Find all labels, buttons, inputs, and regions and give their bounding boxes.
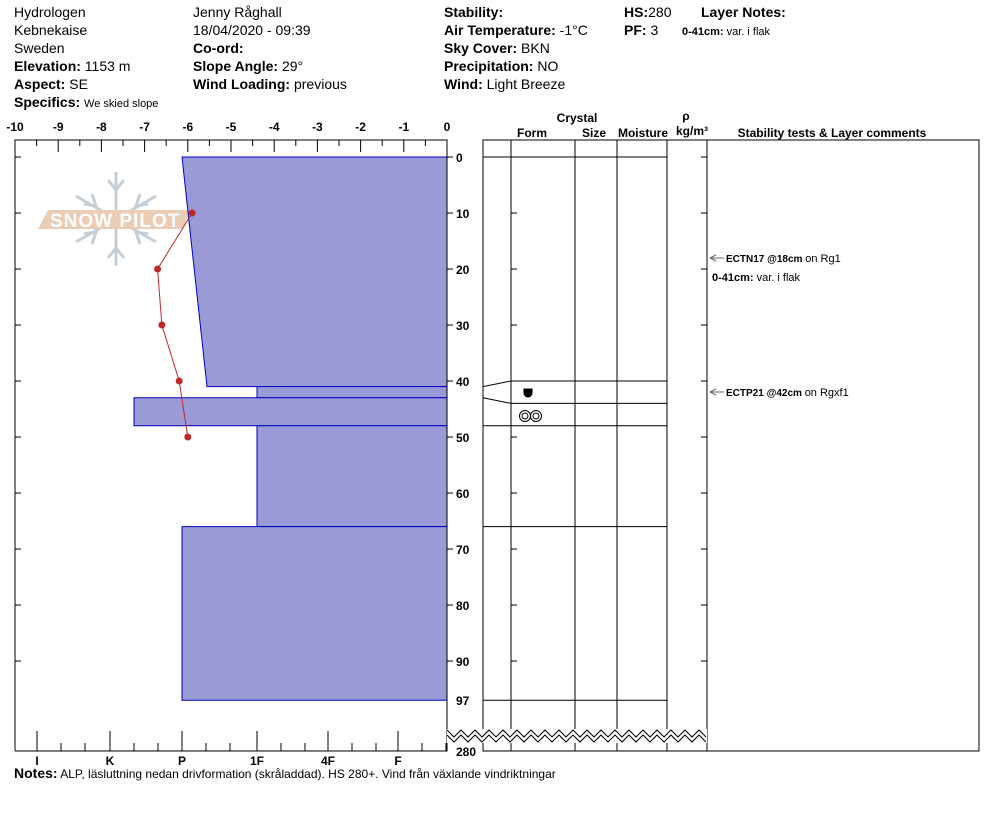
layer-connector-line bbox=[482, 397, 512, 404]
temperature-tick-label: -5 bbox=[226, 120, 237, 134]
hardness-tick-label: F bbox=[394, 754, 401, 768]
hardness-layer-bar bbox=[133, 397, 448, 427]
arrow-icon bbox=[709, 254, 724, 262]
grain-circle bbox=[530, 410, 542, 422]
grain-shape bbox=[523, 388, 533, 398]
location: Kebnekaise bbox=[14, 22, 87, 38]
hardness-layer-bar bbox=[181, 526, 448, 701]
snowpilot-logo: SNOW PILOT bbox=[38, 172, 190, 266]
temperature-tick-label: -9 bbox=[53, 120, 64, 134]
temperature-point bbox=[154, 265, 162, 273]
temperature-hardness-plot: -10 -9 -8 -7 -6 -5 -4 -3 -2 -1 0I K P 1F 4F F0102030405… bbox=[6, 120, 476, 768]
stability-comment: ECTN17 @18cm on Rg1 bbox=[709, 253, 841, 265]
axis-break-zigzag bbox=[446, 734, 707, 743]
grain-circle bbox=[519, 410, 531, 422]
wind-loading: Wind Loading: previous bbox=[193, 76, 347, 92]
elevation: Elevation: 1153 m bbox=[14, 58, 130, 74]
temperature-tick-label: -8 bbox=[96, 120, 107, 134]
slope-angle: Slope Angle: 29° bbox=[193, 58, 303, 74]
layer-connector-line bbox=[482, 380, 512, 388]
specifics: Specifics: We skied slope bbox=[14, 94, 158, 110]
grain-circle bbox=[532, 412, 540, 420]
hardness-layer-bar bbox=[256, 386, 448, 399]
header-density-unit: kg/m³ bbox=[676, 124, 708, 138]
header-crystal: Crystal bbox=[557, 111, 598, 125]
temperature-point bbox=[188, 209, 196, 217]
temperature-tick-label: -4 bbox=[269, 120, 280, 134]
svg-text:ECTP21 @42cm on Rgxf1: ECTP21 @42cm on Rgxf1 bbox=[726, 387, 849, 399]
wind: Wind: Light Breeze bbox=[444, 76, 565, 92]
coord-label: Co-ord: bbox=[193, 40, 244, 56]
header-size: Size bbox=[582, 126, 606, 140]
layer-comment: 0-41cm: var. i flak bbox=[712, 272, 801, 284]
arrow-icon bbox=[709, 388, 724, 396]
header-stability-comments: Stability tests & Layer comments bbox=[738, 126, 927, 140]
depth-bottom-label: 280 bbox=[456, 745, 476, 759]
notes: Notes: ALP, läsluttning nedan drivformat… bbox=[14, 765, 556, 781]
temperature-tick-label: -3 bbox=[312, 120, 323, 134]
layer-notes-label: Layer Notes: bbox=[701, 4, 786, 20]
temperature-tick-label: -2 bbox=[355, 120, 366, 134]
hardness-tick-label: K bbox=[106, 754, 115, 768]
layer-note: 0-41cm: var. i flak bbox=[682, 26, 771, 38]
hardness-layer-bar bbox=[256, 425, 448, 528]
stability-label: Stability: bbox=[444, 4, 503, 20]
temperature-tick-label: -7 bbox=[139, 120, 150, 134]
temperature-tick-label: -1 bbox=[398, 120, 409, 134]
depth-tick-label: 80 bbox=[456, 599, 470, 613]
hardness-tick-label: 4F bbox=[321, 754, 335, 768]
datetime: 18/04/2020 - 09:39 bbox=[193, 22, 311, 38]
depth-tick-label: 40 bbox=[456, 375, 470, 389]
depth-tick-label: 90 bbox=[456, 655, 470, 669]
logo-text: SNOW PILOT bbox=[50, 211, 180, 232]
header-form: Form bbox=[517, 126, 547, 140]
observer: Hydrologen bbox=[14, 4, 86, 20]
depth-tick-label: 70 bbox=[456, 543, 470, 557]
hs: HS:280 bbox=[624, 4, 672, 20]
hardness-tick-label: P bbox=[178, 754, 186, 768]
depth-tick-label: 97 bbox=[456, 694, 470, 708]
temperature-tick-label: -10 bbox=[6, 120, 24, 134]
temperature-point bbox=[175, 377, 183, 385]
pf: PF: 3 bbox=[624, 22, 658, 38]
header-moisture: Moisture bbox=[618, 126, 668, 140]
precipitation: Precipitation: NO bbox=[444, 58, 558, 74]
table-frame bbox=[482, 139, 980, 752]
rounding-faceted-icon bbox=[523, 388, 533, 398]
hardness-tick-label: I bbox=[35, 754, 38, 768]
depth-tick-label: 10 bbox=[456, 207, 470, 221]
depth-tick-label: 60 bbox=[456, 487, 470, 501]
temperature-point bbox=[158, 321, 166, 329]
stability-comment: ECTP21 @42cm on Rgxf1 bbox=[709, 387, 849, 399]
aspect: Aspect: SE bbox=[14, 76, 88, 92]
temperature-tick-label: -6 bbox=[182, 120, 193, 134]
axis-break-zigzag bbox=[446, 729, 707, 738]
hardness-layer-bar bbox=[181, 156, 448, 388]
break-mask bbox=[447, 729, 707, 743]
temperature-tick-label: 0 bbox=[444, 120, 451, 134]
sky-cover: Sky Cover: BKN bbox=[444, 40, 550, 56]
air-temperature: Air Temperature: -1°C bbox=[444, 22, 588, 38]
country: Sweden bbox=[14, 40, 65, 56]
depth-tick-label: 0 bbox=[456, 151, 463, 165]
header-rho: ρ bbox=[682, 109, 689, 123]
observer-name: Jenny Råghall bbox=[193, 4, 282, 20]
temperature-point bbox=[184, 433, 192, 441]
grain-circle bbox=[521, 412, 529, 420]
depth-tick-label: 30 bbox=[456, 319, 470, 333]
hardness-tick-label: 1F bbox=[250, 754, 264, 768]
svg-text:ECTN17 @18cm on Rg1: ECTN17 @18cm on Rg1 bbox=[726, 253, 841, 265]
melt-freeze-clusters-icon bbox=[519, 410, 542, 422]
depth-tick-label: 50 bbox=[456, 431, 470, 445]
depth-tick-label: 20 bbox=[456, 263, 470, 277]
layer-table bbox=[446, 139, 980, 752]
